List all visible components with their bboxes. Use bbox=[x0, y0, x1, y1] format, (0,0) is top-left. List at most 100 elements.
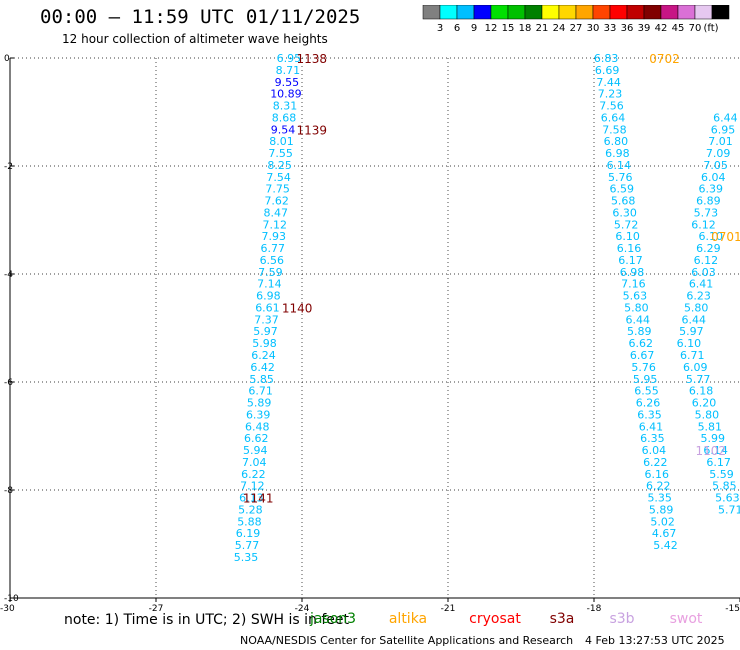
legend-item-cryosat: cryosat bbox=[469, 611, 521, 627]
wave-height-label: 5.85 bbox=[249, 373, 274, 386]
colorbar-tick-label: 9 bbox=[471, 23, 477, 34]
pass-time-label: 0702 bbox=[649, 52, 680, 66]
x-tick-label: -24 bbox=[295, 604, 310, 614]
wave-height-label: 6.22 bbox=[646, 480, 671, 493]
wave-height-label: 6.83 bbox=[594, 52, 619, 65]
wave-height-label: 5.28 bbox=[238, 503, 263, 516]
wave-height-label: 5.89 bbox=[649, 503, 674, 516]
wave-height-label: 5.71 bbox=[718, 503, 740, 516]
wave-height-label: 6.64 bbox=[601, 111, 626, 124]
colorbar-tick-label: 27 bbox=[570, 23, 583, 34]
wave-height-label: 5.94 bbox=[243, 444, 268, 457]
wave-height-label: 5.97 bbox=[253, 325, 278, 338]
wave-height-label: 7.05 bbox=[703, 159, 728, 172]
wave-height-label: 7.23 bbox=[598, 88, 623, 101]
wave-height-label: 5.35 bbox=[647, 492, 672, 505]
x-tick-label: -21 bbox=[441, 604, 456, 614]
wave-height-label: 7.44 bbox=[596, 76, 621, 89]
colorbar-tick-label: 3 bbox=[437, 23, 443, 34]
wave-height-label: 6.14 bbox=[703, 444, 728, 457]
pass-time-label: 1139 bbox=[296, 123, 327, 137]
wave-height-label: 6.35 bbox=[637, 408, 662, 421]
colorbar-tick-label: 33 bbox=[604, 23, 617, 34]
wave-height-label: 8.47 bbox=[263, 206, 288, 219]
wave-height-label: 9.55 bbox=[275, 76, 300, 89]
legend-item-s3a: s3a bbox=[549, 611, 575, 627]
wave-height-label: 5.72 bbox=[614, 218, 639, 231]
wave-height-label: 6.29 bbox=[696, 242, 721, 255]
pass-time-label: 0701 bbox=[711, 230, 740, 244]
wave-height-label: 7.58 bbox=[602, 123, 627, 136]
wave-height-label: 5.35 bbox=[234, 551, 259, 564]
wave-height-label: 6.12 bbox=[694, 254, 719, 267]
wave-height-label: 5.73 bbox=[694, 206, 719, 219]
colorbar-tick-label: 30 bbox=[587, 23, 600, 34]
x-tick-label: -18 bbox=[587, 604, 602, 614]
wave-height-label: 5.02 bbox=[650, 515, 675, 528]
wave-height-label: 6.41 bbox=[689, 278, 714, 291]
pass-time-label: 1102 bbox=[696, 444, 727, 458]
colorbar-tick-label: 42 bbox=[655, 23, 668, 34]
chart-subtitle: 12 hour collection of altimeter wave hei… bbox=[62, 32, 328, 46]
wave-height-label: 6.42 bbox=[250, 361, 275, 374]
wave-height-label: 6.10 bbox=[699, 230, 724, 243]
wave-height-label: 6.16 bbox=[645, 468, 670, 481]
y-tick-label: -2 bbox=[4, 162, 13, 172]
wave-height-label: 6.17 bbox=[618, 254, 643, 267]
wave-height-label: 7.59 bbox=[258, 266, 283, 279]
y-tick-label: -10 bbox=[4, 594, 19, 604]
wave-height-label: 6.24 bbox=[251, 349, 276, 362]
wave-height-label: 6.10 bbox=[615, 230, 640, 243]
wave-height-label: 6.69 bbox=[595, 64, 620, 77]
y-tick-label: -6 bbox=[4, 378, 13, 388]
wave-height-label: 7.55 bbox=[268, 147, 293, 160]
wave-height-label: 7.14 bbox=[257, 278, 282, 291]
wave-height-label: 6.35 bbox=[640, 432, 665, 445]
wave-height-label: 6.23 bbox=[686, 290, 711, 303]
wave-height-label: 5.80 bbox=[624, 301, 649, 314]
colorbar-tick-label: 39 bbox=[638, 23, 651, 34]
wave-height-label: 6.59 bbox=[609, 183, 634, 196]
wave-height-label: 7.12 bbox=[240, 480, 265, 493]
wave-height-label: 6.71 bbox=[680, 349, 705, 362]
wave-height-label: 8.25 bbox=[267, 159, 292, 172]
wave-height-label: 6.44 bbox=[713, 111, 738, 124]
footer-note: note: 1) Time is in UTC; 2) SWH is in fe… bbox=[64, 612, 350, 628]
wave-height-label: 6.44 bbox=[682, 313, 707, 326]
wave-height-label: 6.04 bbox=[701, 171, 726, 184]
wave-height-label: 6.67 bbox=[630, 349, 655, 362]
pass-time-label: 1141 bbox=[243, 492, 274, 506]
legend-item-s3b: s3b bbox=[609, 611, 635, 627]
legend-item-altika: altika bbox=[388, 611, 428, 627]
footer-timestamp: 4 Feb 13:27:53 UTC 2025 bbox=[585, 634, 725, 647]
wave-height-label: 5.85 bbox=[712, 480, 737, 493]
wave-height-label: 7.12 bbox=[262, 218, 287, 231]
wave-height-label: 5.88 bbox=[237, 515, 262, 528]
wave-height-label: 6.16 bbox=[617, 242, 642, 255]
wave-height-label: 9.54 bbox=[271, 123, 296, 136]
colorbar-tick-label: 45 bbox=[672, 23, 685, 34]
wave-height-label: 8.31 bbox=[273, 100, 298, 113]
wave-height-label: 5.99 bbox=[700, 432, 725, 445]
wave-height-label: 6.41 bbox=[639, 420, 664, 433]
wave-height-label: 6.56 bbox=[260, 254, 285, 267]
wave-height-label: 5.98 bbox=[252, 337, 277, 350]
wave-height-label: 7.01 bbox=[708, 135, 733, 148]
wave-height-label: 8.71 bbox=[276, 64, 301, 77]
x-tick-label: -27 bbox=[149, 604, 164, 614]
color-scale-bar: 3 6 9 12 15 18 21 24 27 30 33 36 39 42 45 70 (ft) bbox=[422, 5, 730, 34]
wave-height-label: 6.03 bbox=[691, 266, 716, 279]
colorbar-tick-label: 24 bbox=[553, 23, 566, 34]
wave-height-label: 7.04 bbox=[242, 456, 267, 469]
colorbar-swatch bbox=[711, 5, 730, 20]
wave-height-label: 6.48 bbox=[245, 420, 270, 433]
wave-height-label: 6.71 bbox=[248, 385, 273, 398]
x-tick-label: -15 bbox=[725, 604, 740, 614]
wave-height-label: 5.77 bbox=[686, 373, 711, 386]
legend-item-swot: swot bbox=[669, 611, 703, 627]
wave-height-label: 5.89 bbox=[627, 325, 652, 338]
wave-height-label: 7.93 bbox=[262, 230, 287, 243]
y-tick-label: 0 bbox=[4, 54, 10, 64]
wave-height-label: 6.80 bbox=[604, 135, 629, 148]
